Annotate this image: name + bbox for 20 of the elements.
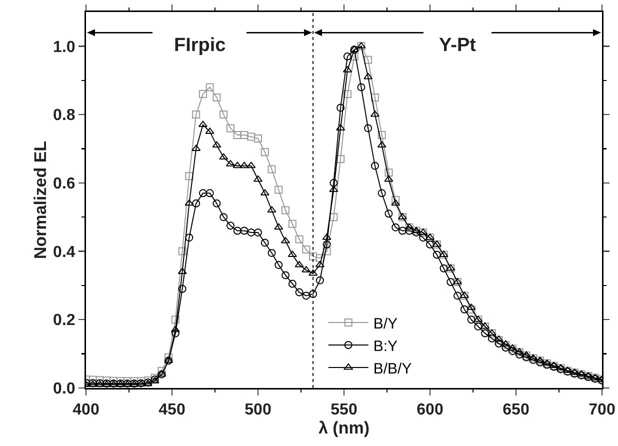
- y-axis-title: Normalized EL: [30, 140, 50, 260]
- legend-label: B:Y: [373, 338, 398, 355]
- x-tick-label: 400: [72, 402, 100, 419]
- x-tick-label: 550: [330, 402, 358, 419]
- x-tick-label: 500: [244, 402, 272, 419]
- x-tick-label: 700: [588, 402, 616, 419]
- x-tick-label: 600: [416, 402, 444, 419]
- annotation: Y-Pt: [439, 35, 477, 56]
- annotation: FIrpic: [174, 35, 226, 56]
- x-axis-title: λ (nm): [318, 418, 370, 438]
- y-tick-label: 1.0: [53, 38, 76, 56]
- y-tick-label: 0.0: [53, 380, 76, 398]
- y-tick-label: 0.6: [53, 176, 76, 193]
- legend-label: B/B/Y: [373, 360, 412, 378]
- x-tick-label: 650: [502, 402, 530, 419]
- y-tick-label: 0.8: [53, 107, 76, 124]
- y-tick-label: 0.4: [53, 244, 76, 261]
- x-tick-label: 450: [158, 402, 186, 419]
- legend-label: B/Y: [373, 315, 398, 332]
- y-tick-label: 0.2: [53, 312, 76, 330]
